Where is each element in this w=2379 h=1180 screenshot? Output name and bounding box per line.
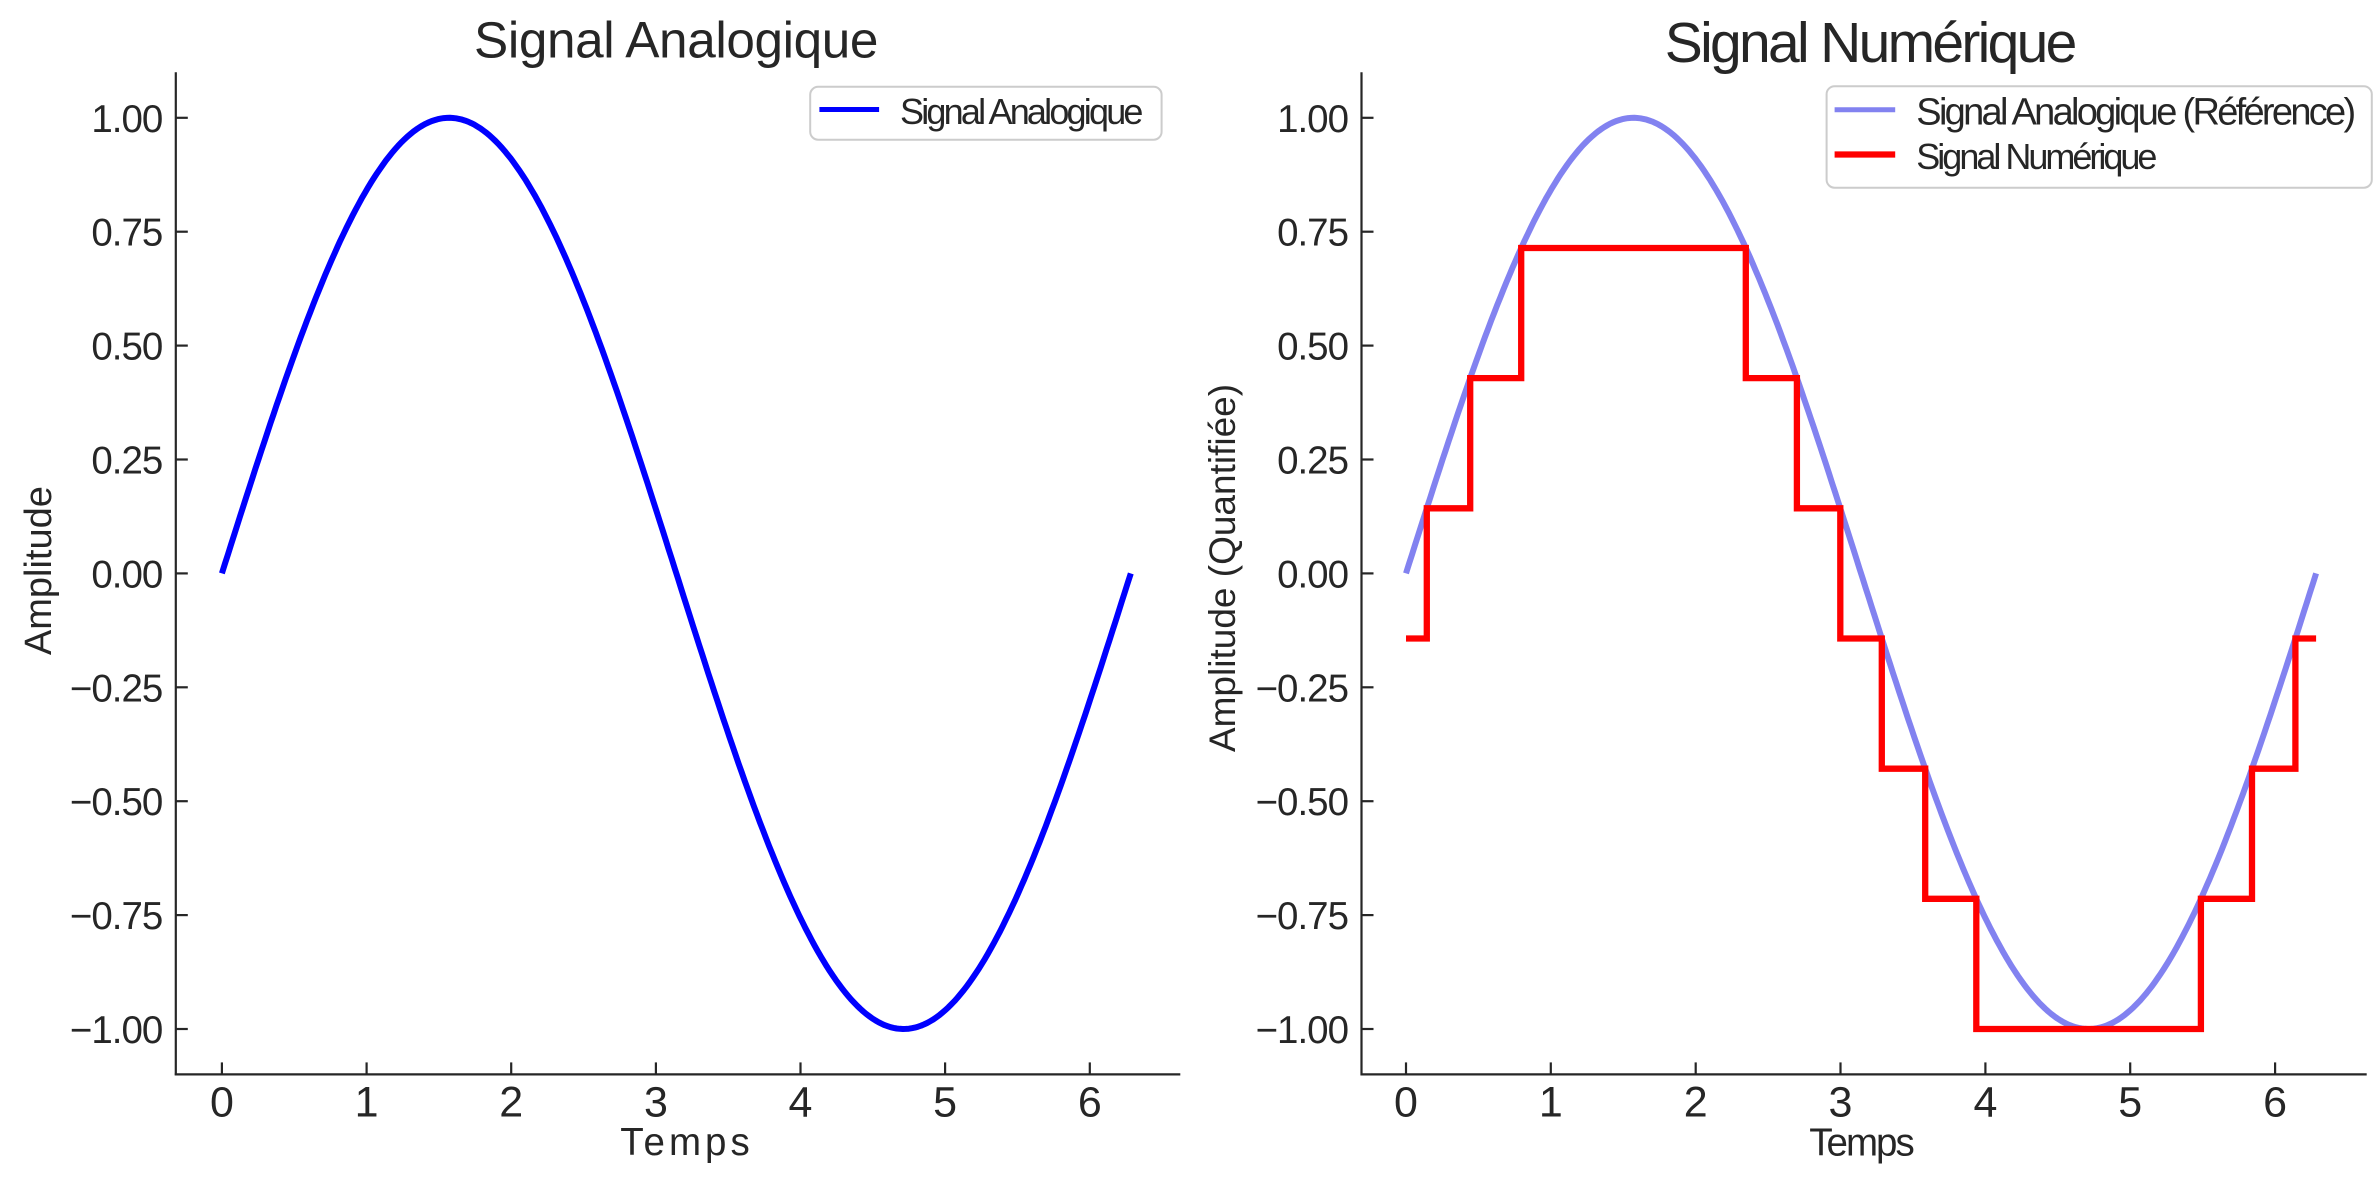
svg-text:0.75: 0.75 [1277, 212, 1348, 255]
svg-text:6: 6 [1078, 1079, 1102, 1127]
svg-text:0.50: 0.50 [1277, 326, 1348, 369]
svg-text:−0.25: −0.25 [1256, 667, 1348, 710]
svg-text:5: 5 [2118, 1079, 2142, 1127]
svg-text:Signal Numérique: Signal Numérique [1916, 136, 2156, 177]
svg-text:−0.75: −0.75 [1256, 895, 1348, 938]
svg-text:4: 4 [1973, 1079, 1997, 1127]
svg-text:Temps: Temps [1809, 1121, 1913, 1164]
svg-text:1.00: 1.00 [1277, 98, 1348, 141]
svg-text:0.75: 0.75 [91, 212, 162, 255]
svg-text:3: 3 [644, 1079, 668, 1127]
svg-text:1.00: 1.00 [91, 98, 162, 141]
svg-text:Amplitude (Quantifiée): Amplitude (Quantifiée) [1202, 384, 1243, 752]
svg-text:Signal Analogique: Signal Analogique [474, 12, 878, 69]
svg-text:−0.50: −0.50 [70, 781, 162, 824]
svg-text:−0.50: −0.50 [1256, 781, 1348, 824]
svg-text:−0.25: −0.25 [70, 667, 162, 710]
svg-text:0.25: 0.25 [91, 440, 162, 483]
svg-text:Amplitude: Amplitude [18, 486, 60, 655]
svg-text:0: 0 [210, 1079, 234, 1127]
svg-text:−0.75: −0.75 [70, 895, 162, 938]
svg-text:−1.00: −1.00 [1256, 1009, 1348, 1052]
svg-text:3: 3 [1829, 1079, 1853, 1127]
svg-text:4: 4 [789, 1079, 813, 1127]
svg-text:6: 6 [2263, 1079, 2287, 1127]
svg-text:0: 0 [1394, 1079, 1418, 1127]
svg-text:1: 1 [1539, 1079, 1563, 1127]
svg-text:Signal Analogique: Signal Analogique [900, 91, 1142, 132]
svg-text:Temps: Temps [620, 1121, 753, 1164]
svg-text:0.00: 0.00 [1277, 553, 1348, 596]
svg-text:−1.00: −1.00 [70, 1009, 162, 1052]
svg-text:Signal Analogique (Référence): Signal Analogique (Référence) [1916, 92, 2354, 134]
svg-text:Signal Numérique: Signal Numérique [1665, 11, 2076, 75]
svg-text:0.25: 0.25 [1277, 440, 1348, 483]
svg-text:2: 2 [1684, 1079, 1708, 1127]
svg-text:1: 1 [355, 1079, 379, 1127]
svg-text:5: 5 [933, 1079, 957, 1127]
svg-text:0.00: 0.00 [91, 553, 162, 596]
svg-text:2: 2 [499, 1079, 523, 1127]
svg-text:0.50: 0.50 [91, 326, 162, 369]
